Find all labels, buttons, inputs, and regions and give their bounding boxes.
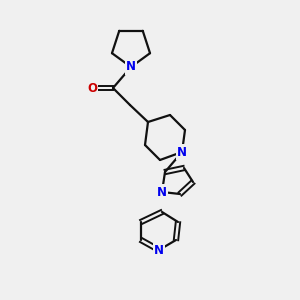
Text: N: N	[157, 185, 167, 199]
Text: N: N	[126, 61, 136, 74]
Text: N: N	[154, 244, 164, 256]
Text: N: N	[177, 146, 187, 158]
Text: O: O	[87, 82, 97, 94]
